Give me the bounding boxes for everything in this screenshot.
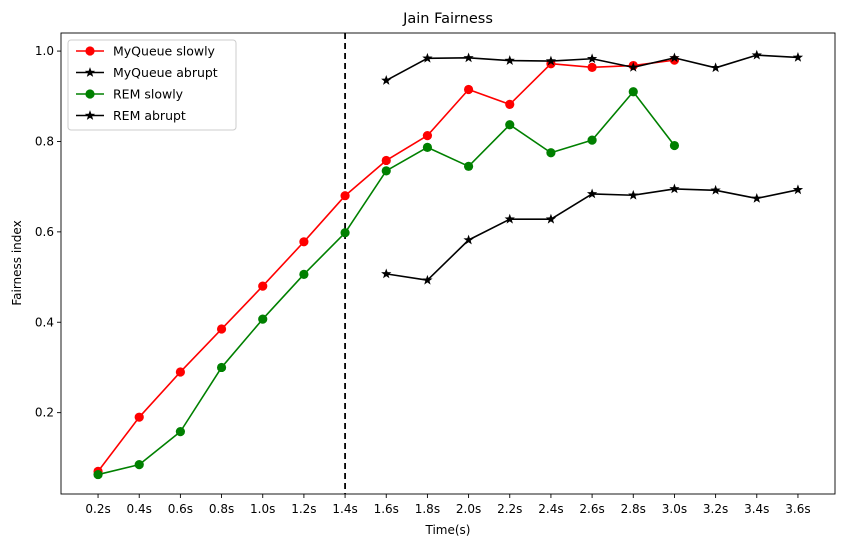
data-point <box>628 189 639 200</box>
data-point <box>546 148 556 158</box>
data-point <box>669 52 680 63</box>
series-line <box>97 90 676 476</box>
x-tick-label: 2.2s <box>497 502 522 516</box>
x-tick-label: 1.2s <box>291 502 316 516</box>
data-point <box>628 87 638 97</box>
y-tick-label: 0.2 <box>35 406 54 420</box>
data-point <box>586 53 598 64</box>
series-rem-slowly <box>93 87 680 480</box>
data-point <box>381 268 392 279</box>
data-point <box>710 62 721 73</box>
plot-frame <box>60 32 836 495</box>
y-tick-label: 0.4 <box>35 315 54 329</box>
legend-marker <box>85 46 95 56</box>
x-tick-label: 2.6s <box>579 502 604 516</box>
x-tick-label: 1.8s <box>415 502 440 516</box>
plot-area <box>93 33 804 494</box>
x-tick-label: 0.2s <box>85 502 110 516</box>
data-point <box>587 135 597 145</box>
series-myqueue-abrupt <box>381 49 804 85</box>
data-point <box>505 99 515 110</box>
x-tick-label: 3.2s <box>703 502 728 516</box>
data-point <box>258 281 268 291</box>
legend-label: MyQueue abrupt <box>113 65 218 80</box>
data-point <box>463 234 474 245</box>
x-tick-label: 3.4s <box>744 502 769 516</box>
data-point <box>792 52 804 62</box>
data-point <box>175 367 185 377</box>
data-point <box>422 52 433 63</box>
x-tick-label: 3.6s <box>785 502 810 516</box>
x-tick-label: 1.0s <box>250 502 275 516</box>
data-point <box>340 228 350 238</box>
x-tick-label: 1.4s <box>332 502 357 516</box>
legend: MyQueue slowly MyQueue abrupt REM slowly RE… <box>67 39 237 131</box>
legend-item: REM slowly <box>76 87 184 102</box>
data-point <box>545 213 557 224</box>
data-point <box>381 75 392 85</box>
data-point <box>463 84 474 95</box>
legend-item: REM abrupt <box>76 108 186 123</box>
data-point <box>216 324 227 334</box>
data-point <box>134 460 144 470</box>
data-point <box>422 142 433 152</box>
legend-label: REM slowly <box>113 87 184 102</box>
data-point <box>381 166 391 176</box>
legend-label: REM abrupt <box>113 108 186 123</box>
series-line <box>386 188 799 282</box>
data-point <box>669 140 680 151</box>
x-tick-label: 0.4s <box>127 502 152 516</box>
data-point <box>504 213 515 224</box>
data-point <box>93 469 103 480</box>
series-rem-abrupt <box>381 183 804 285</box>
data-point <box>340 191 350 201</box>
data-point <box>545 55 557 66</box>
legend-label: MyQueue slowly <box>113 44 216 59</box>
legend-marker <box>85 89 95 99</box>
data-point <box>710 184 721 195</box>
data-point <box>505 120 515 130</box>
legend-item: MyQueue abrupt <box>76 65 218 80</box>
data-point <box>669 183 680 194</box>
data-point <box>504 55 515 65</box>
x-axis-title: Time(s) <box>425 523 471 537</box>
data-point <box>422 130 433 141</box>
legend-marker <box>84 67 96 77</box>
data-point <box>381 155 391 166</box>
data-point <box>134 412 144 422</box>
x-tick-label: 2.8s <box>621 502 646 516</box>
x-tick-label: 3.0s <box>662 502 687 516</box>
data-point <box>422 274 433 285</box>
data-point <box>463 161 474 171</box>
data-point <box>586 188 598 199</box>
y-tick-label: 0.8 <box>35 134 54 148</box>
data-point <box>463 52 474 63</box>
x-tick-label: 1.6s <box>374 502 399 516</box>
data-point <box>258 314 268 324</box>
x-tick-label: 2.4s <box>538 502 563 516</box>
legend-marker <box>84 110 96 120</box>
data-point <box>175 427 185 437</box>
y-axis-title: Fairness index <box>10 220 24 305</box>
data-point <box>751 193 762 203</box>
legend-box <box>67 39 237 131</box>
data-point <box>216 362 227 373</box>
y-tick-label: 1.0 <box>35 44 54 58</box>
x-tick-label: 2.0s <box>456 502 481 516</box>
data-point <box>299 237 309 247</box>
y-tick-label: 0.6 <box>35 225 54 239</box>
data-point <box>299 269 309 279</box>
data-point <box>628 61 639 72</box>
x-tick-label: 0.8s <box>209 502 234 516</box>
data-point <box>792 184 804 195</box>
axes: 0.2s 0.4s 0.6s 0.8s 1.0s 1.2s 1.4s 1.6s 1.8s 2.0s… <box>35 32 836 516</box>
data-point <box>587 62 597 72</box>
chart-title: Jain Fairness <box>402 11 493 27</box>
legend-item: MyQueue slowly <box>76 44 216 59</box>
x-tick-label: 0.6s <box>168 502 193 516</box>
data-point <box>751 49 762 60</box>
